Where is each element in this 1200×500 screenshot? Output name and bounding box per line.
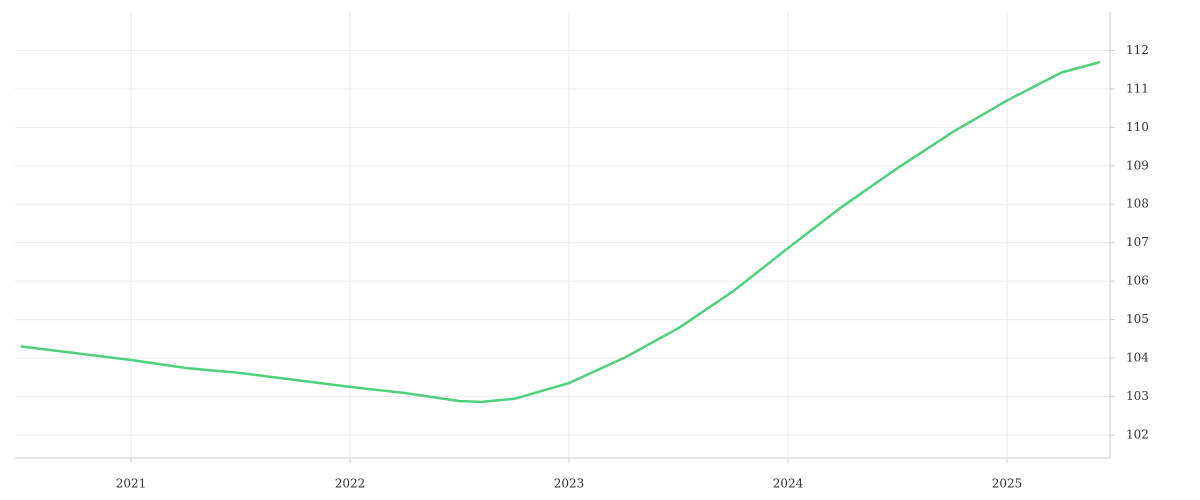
y-tick-label: 103	[1126, 389, 1149, 403]
x-tick-label: 2023	[554, 477, 585, 491]
y-tick-label: 104	[1126, 351, 1149, 365]
y-tick-label: 108	[1126, 197, 1149, 211]
y-tick-label: 102	[1126, 427, 1149, 441]
y-tick-label: 111	[1126, 81, 1149, 95]
y-tick-label: 109	[1126, 158, 1149, 172]
y-tick-label: 105	[1126, 312, 1149, 326]
x-tick-label: 2021	[116, 477, 147, 491]
y-tick-label: 107	[1126, 235, 1149, 249]
y-tick-label: 106	[1126, 274, 1149, 288]
line	[20, 61, 1101, 404]
x-tick-label: 2024	[773, 477, 804, 491]
x-tick-label: 2022	[335, 477, 366, 491]
y-tick-label: 112	[1126, 43, 1149, 57]
x-tick-label: 2025	[992, 477, 1023, 491]
y-tick-label: 110	[1126, 120, 1149, 134]
